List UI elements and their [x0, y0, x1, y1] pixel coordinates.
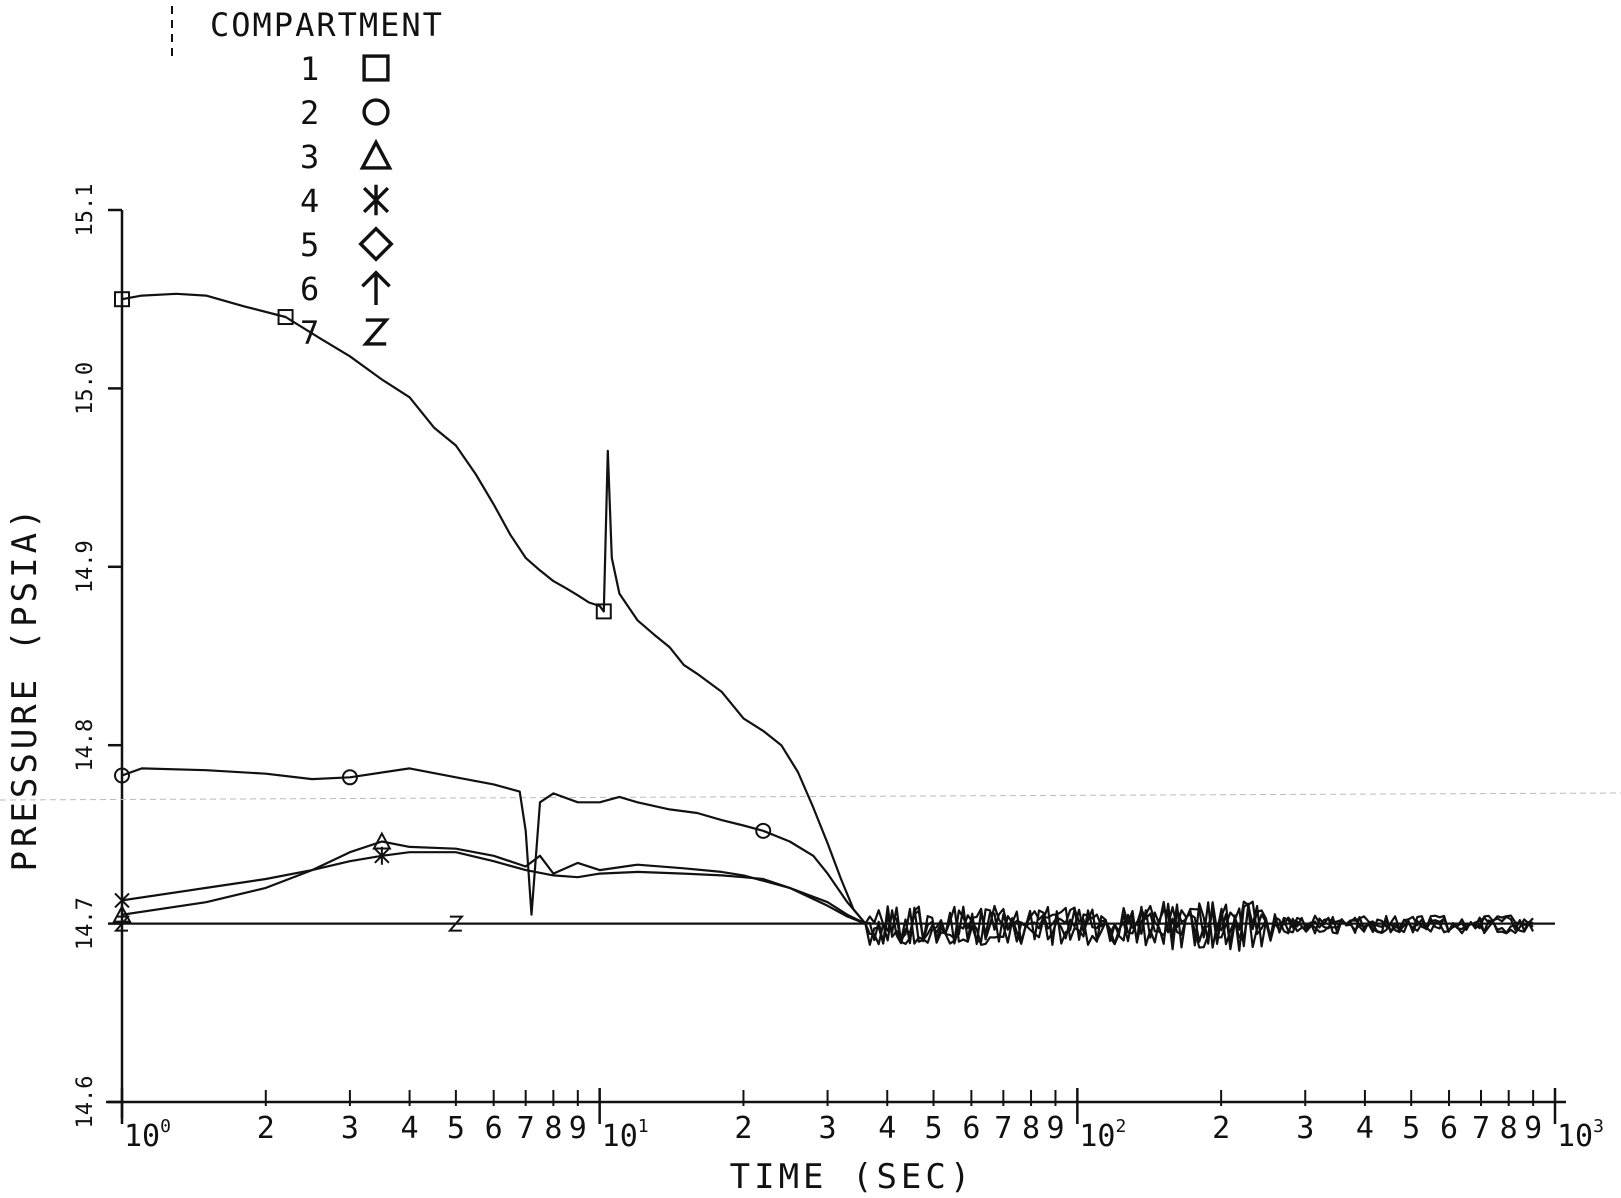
x-minor-tick-label: 2 [734, 1111, 752, 1146]
y-tick-label: 14.9 [73, 540, 98, 593]
marker-circle [114, 767, 130, 784]
y-tick-label: 15.1 [73, 184, 98, 237]
x-axis-ticks: 100 2 3 4 5 6 7 8 9 101 2 3 4 5 6 7 8 9 102 2 3 4 5 6 7 8 9 103 [120, 1088, 1604, 1154]
x-major-tick-label: 100 [124, 1116, 171, 1154]
marker-z [447, 915, 465, 932]
marker-circle [341, 769, 358, 786]
y-axis-title: PRESSURE (PSIA) [5, 504, 45, 871]
y-axis-ticks: 14.6 14.7 14.8 14.9 15.0 15.1 [73, 184, 122, 1129]
marker-x [362, 184, 390, 216]
x-minor-tick-label: 9 [1524, 1111, 1542, 1146]
x-minor-tick-label: 4 [878, 1111, 896, 1146]
legend-entry-label: 6 [300, 270, 321, 308]
x-major-tick-label: 103 [1557, 1116, 1604, 1154]
legend-symbol-6 [361, 270, 391, 306]
x-minor-tick-label: 3 [819, 1111, 837, 1146]
y-tick-label: 14.8 [73, 719, 98, 772]
x-minor-tick-label: 2 [257, 1111, 275, 1146]
marker-2 [755, 822, 772, 839]
legend-entry-label: 7 [300, 314, 321, 352]
marker-triangle [359, 138, 393, 170]
y-tick-label: 15.0 [73, 362, 98, 415]
x-major-tick-label: 101 [602, 1116, 649, 1154]
y-tick-label: 14.7 [73, 897, 98, 950]
x-minor-tick-label: 9 [1046, 1111, 1064, 1146]
legend-entry-label: 2 [300, 94, 321, 132]
x-minor-tick-label: 3 [341, 1111, 359, 1146]
legend: COMPARTMENT 1 2 3 4 5 6 7 [210, 6, 444, 352]
legend-entry: 5 [300, 226, 394, 264]
marker-x [374, 846, 390, 865]
series-line-1 [121, 292, 1534, 952]
x-minor-tick-label: 4 [1356, 1111, 1374, 1146]
marker-circle [755, 822, 772, 839]
marker-arrow [361, 270, 391, 306]
x-minor-tick-label: 7 [517, 1111, 535, 1146]
x-minor-tick-label: 4 [401, 1111, 419, 1146]
x-minor-tick-label: 6 [485, 1111, 503, 1146]
data-series [121, 292, 1555, 952]
x-minor-tick-label: 6 [962, 1111, 980, 1146]
marker-4 [374, 846, 390, 865]
scan-line [0, 792, 1621, 801]
x-minor-tick-label: 7 [1472, 1111, 1490, 1146]
x-minor-tick-label: 8 [544, 1111, 562, 1146]
marker-circle [362, 98, 390, 126]
series-line-3 [121, 840, 1534, 948]
marker-7 [447, 915, 465, 932]
legend-entry: 7 [300, 314, 390, 352]
marker-square [595, 603, 612, 620]
legend-entry-label: 3 [300, 138, 321, 176]
y-tick-label: 14.6 [73, 1076, 98, 1129]
legend-symbol-4 [362, 184, 390, 216]
legend-symbol-5 [358, 226, 394, 262]
legend-title: COMPARTMENT [210, 6, 444, 44]
marker-z [113, 915, 131, 932]
x-minor-tick-label: 8 [1500, 1111, 1518, 1146]
series-markers [112, 291, 772, 932]
legend-symbol-2 [362, 98, 390, 126]
x-minor-tick-label: 9 [569, 1111, 587, 1146]
x-minor-tick-label: 5 [1402, 1111, 1420, 1146]
legend-entry: 2 [300, 94, 390, 132]
marker-1 [277, 309, 294, 326]
x-minor-tick-label: 5 [925, 1111, 943, 1146]
x-minor-tick-label: 7 [994, 1111, 1012, 1146]
marker-square [277, 309, 294, 326]
marker-3 [112, 904, 132, 923]
marker-7 [113, 915, 131, 932]
marker-4 [114, 891, 130, 910]
legend-symbol-1 [362, 54, 390, 82]
x-major-tick-label: 102 [1079, 1116, 1126, 1154]
legend-entry-label: 5 [300, 226, 321, 264]
x-minor-tick-label: 3 [1296, 1111, 1314, 1146]
x-minor-tick-label: 6 [1440, 1111, 1458, 1146]
marker-2 [341, 769, 358, 786]
legend-entry: 3 [300, 138, 393, 176]
x-minor-tick-label: 8 [1022, 1111, 1040, 1146]
legend-entry: 6 [300, 270, 391, 308]
legend-entry: 4 [300, 182, 390, 220]
legend-symbol-7 [362, 318, 390, 346]
x-minor-tick-label: 5 [447, 1111, 465, 1146]
legend-entry-label: 1 [300, 50, 321, 88]
x-axis-title: TIME (SEC) [730, 1157, 975, 1197]
marker-1 [114, 291, 130, 308]
marker-triangle [112, 904, 132, 923]
marker-z [362, 318, 390, 346]
marker-x [114, 891, 130, 910]
marker-1 [595, 603, 612, 620]
series-line-4 [121, 851, 1534, 951]
marker-square [362, 54, 390, 82]
legend-symbol-3 [359, 138, 393, 170]
marker-2 [114, 767, 130, 784]
legend-entry: 1 [300, 50, 390, 88]
marker-diamond [358, 226, 394, 262]
legend-entry-label: 4 [300, 182, 321, 220]
x-minor-tick-label: 2 [1212, 1111, 1230, 1146]
legend-entries: 1 2 3 4 5 6 7 [300, 50, 394, 352]
marker-square [114, 291, 130, 308]
